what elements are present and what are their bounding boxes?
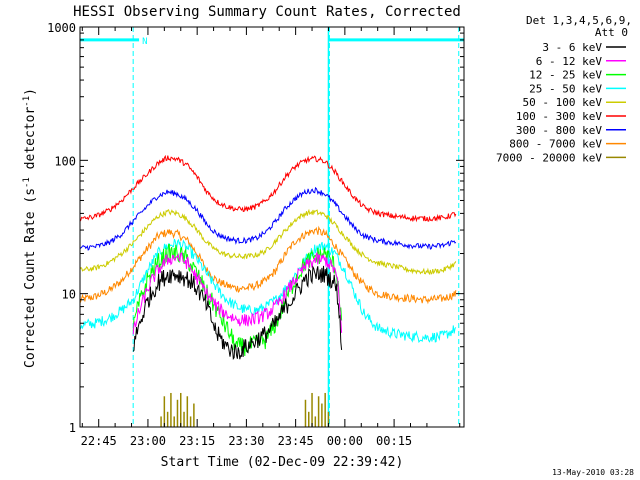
x-tick-label: 23:45 <box>278 434 314 448</box>
y-axis-label-sup2: -1 <box>22 96 32 107</box>
series-line-6-12kev <box>132 251 343 335</box>
legend-label: 7000 - 20000 keV <box>496 151 602 164</box>
y-axis-label-part2: detector <box>23 107 38 178</box>
y-axis-label-part1: Corrected Count Rate (s <box>23 188 38 368</box>
night-marker-label: N <box>142 37 147 47</box>
legend-header-line2: Att 0 <box>595 26 628 39</box>
x-tick-label: 22:45 <box>81 434 117 448</box>
x-tick-label: 23:15 <box>179 434 215 448</box>
x-tick-label: 23:00 <box>130 434 166 448</box>
series-line-800-7000kev <box>79 225 457 305</box>
legend-label: 3 - 6 keV <box>542 41 602 54</box>
y-tick-label: 1000 <box>47 21 76 35</box>
legend-label: 12 - 25 keV <box>529 69 602 82</box>
y-axis-label-part3: ) <box>23 88 38 96</box>
x-tick-label: 00:15 <box>376 434 412 448</box>
series-line-25-50kev <box>79 238 457 343</box>
y-tick-label: 1 <box>69 421 76 435</box>
legend-label: 25 - 50 keV <box>529 82 602 95</box>
x-tick-label: 23:30 <box>228 434 264 448</box>
x-axis-label: Start Time (02-Dec-09 22:39:42) <box>161 455 404 470</box>
legend-label: 300 - 800 keV <box>516 124 602 137</box>
y-tick-label: 100 <box>54 154 76 168</box>
series-line-100-300kev <box>79 154 457 223</box>
legend-label: 6 - 12 keV <box>536 55 603 68</box>
plot-area: N 1 10 100 1000 22:45 23:00 23:15 23:30 23:45 00:0… <box>47 21 465 448</box>
series-line-12-25kev <box>132 243 343 357</box>
timestamp: 13-May-2010 03:28 <box>552 468 634 477</box>
series-line-300-800kev <box>79 186 457 251</box>
x-tick-label: 00:00 <box>327 434 363 448</box>
y-axis-label: Corrected Count Rate (s-1 detector-1) <box>22 88 38 368</box>
plot-frame <box>79 26 465 428</box>
y-axis-label-sup1: -1 <box>22 177 32 188</box>
legend-label: 50 - 100 keV <box>523 96 603 109</box>
series-line-3-6kev <box>132 265 343 360</box>
series-line-50-100kev <box>79 208 457 276</box>
y-tick-label: 10 <box>62 288 76 302</box>
chart-title: HESSI Observing Summary Count Rates, Cor… <box>73 4 461 20</box>
legend-label: 800 - 7000 keV <box>509 138 602 151</box>
legend-header-line1: Det 1,3,4,5,6,9, <box>526 14 632 27</box>
legend-label: 100 - 300 keV <box>516 110 602 123</box>
